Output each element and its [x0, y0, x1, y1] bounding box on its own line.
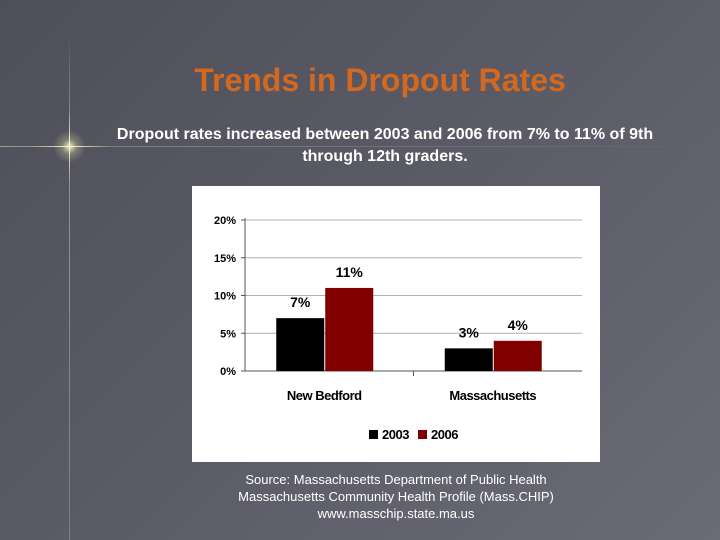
bar-chart: 0% 5% 10% 15% 20% 7% 11% New Bedford 3% 4% Massach…	[214, 215, 582, 442]
data-label: 11%	[336, 264, 364, 280]
chart-panel: 0% 5% 10% 15% 20% 7% 11% New Bedford 3% 4% Massach…	[192, 186, 600, 462]
category-label: New Bedford	[287, 388, 362, 403]
legend-swatch-2006	[418, 430, 427, 439]
bar-2003-new-bedford	[276, 318, 325, 371]
source-line-1: Source: Massachusetts Department of Publ…	[245, 472, 547, 487]
data-label: 7%	[290, 294, 311, 310]
y-tick-label: 15%	[214, 253, 236, 265]
slide-title: Trends in Dropout Rates	[194, 62, 566, 98]
y-tick-label: 5%	[220, 328, 236, 340]
bar-2006-new-bedford	[325, 287, 374, 371]
decorative-horizontal-line	[0, 146, 720, 147]
legend-label: 2003	[382, 427, 409, 442]
source-line-3: www.masschip.state.ma.us	[317, 506, 475, 521]
legend-swatch-2003	[369, 430, 378, 439]
data-label: 3%	[459, 324, 480, 340]
category-label: Massachusetts	[449, 388, 536, 403]
y-tick-label: 10%	[214, 291, 236, 303]
y-tick-label: 0%	[220, 366, 236, 378]
decorative-vertical-line	[69, 30, 70, 540]
light-flare-horizontal	[30, 146, 110, 147]
legend-label: 2006	[431, 427, 458, 442]
source-citation: Source: Massachusetts Department of Publ…	[196, 471, 596, 522]
bar-2006-massachusetts	[493, 340, 542, 371]
bar-2003-massachusetts	[444, 348, 493, 371]
data-label: 4%	[508, 317, 529, 333]
slide-subtitle: Dropout rates increased between 2003 and…	[116, 126, 654, 165]
source-line-2: Massachusetts Community Health Profile (…	[238, 489, 554, 504]
y-tick-label: 20%	[214, 215, 236, 227]
